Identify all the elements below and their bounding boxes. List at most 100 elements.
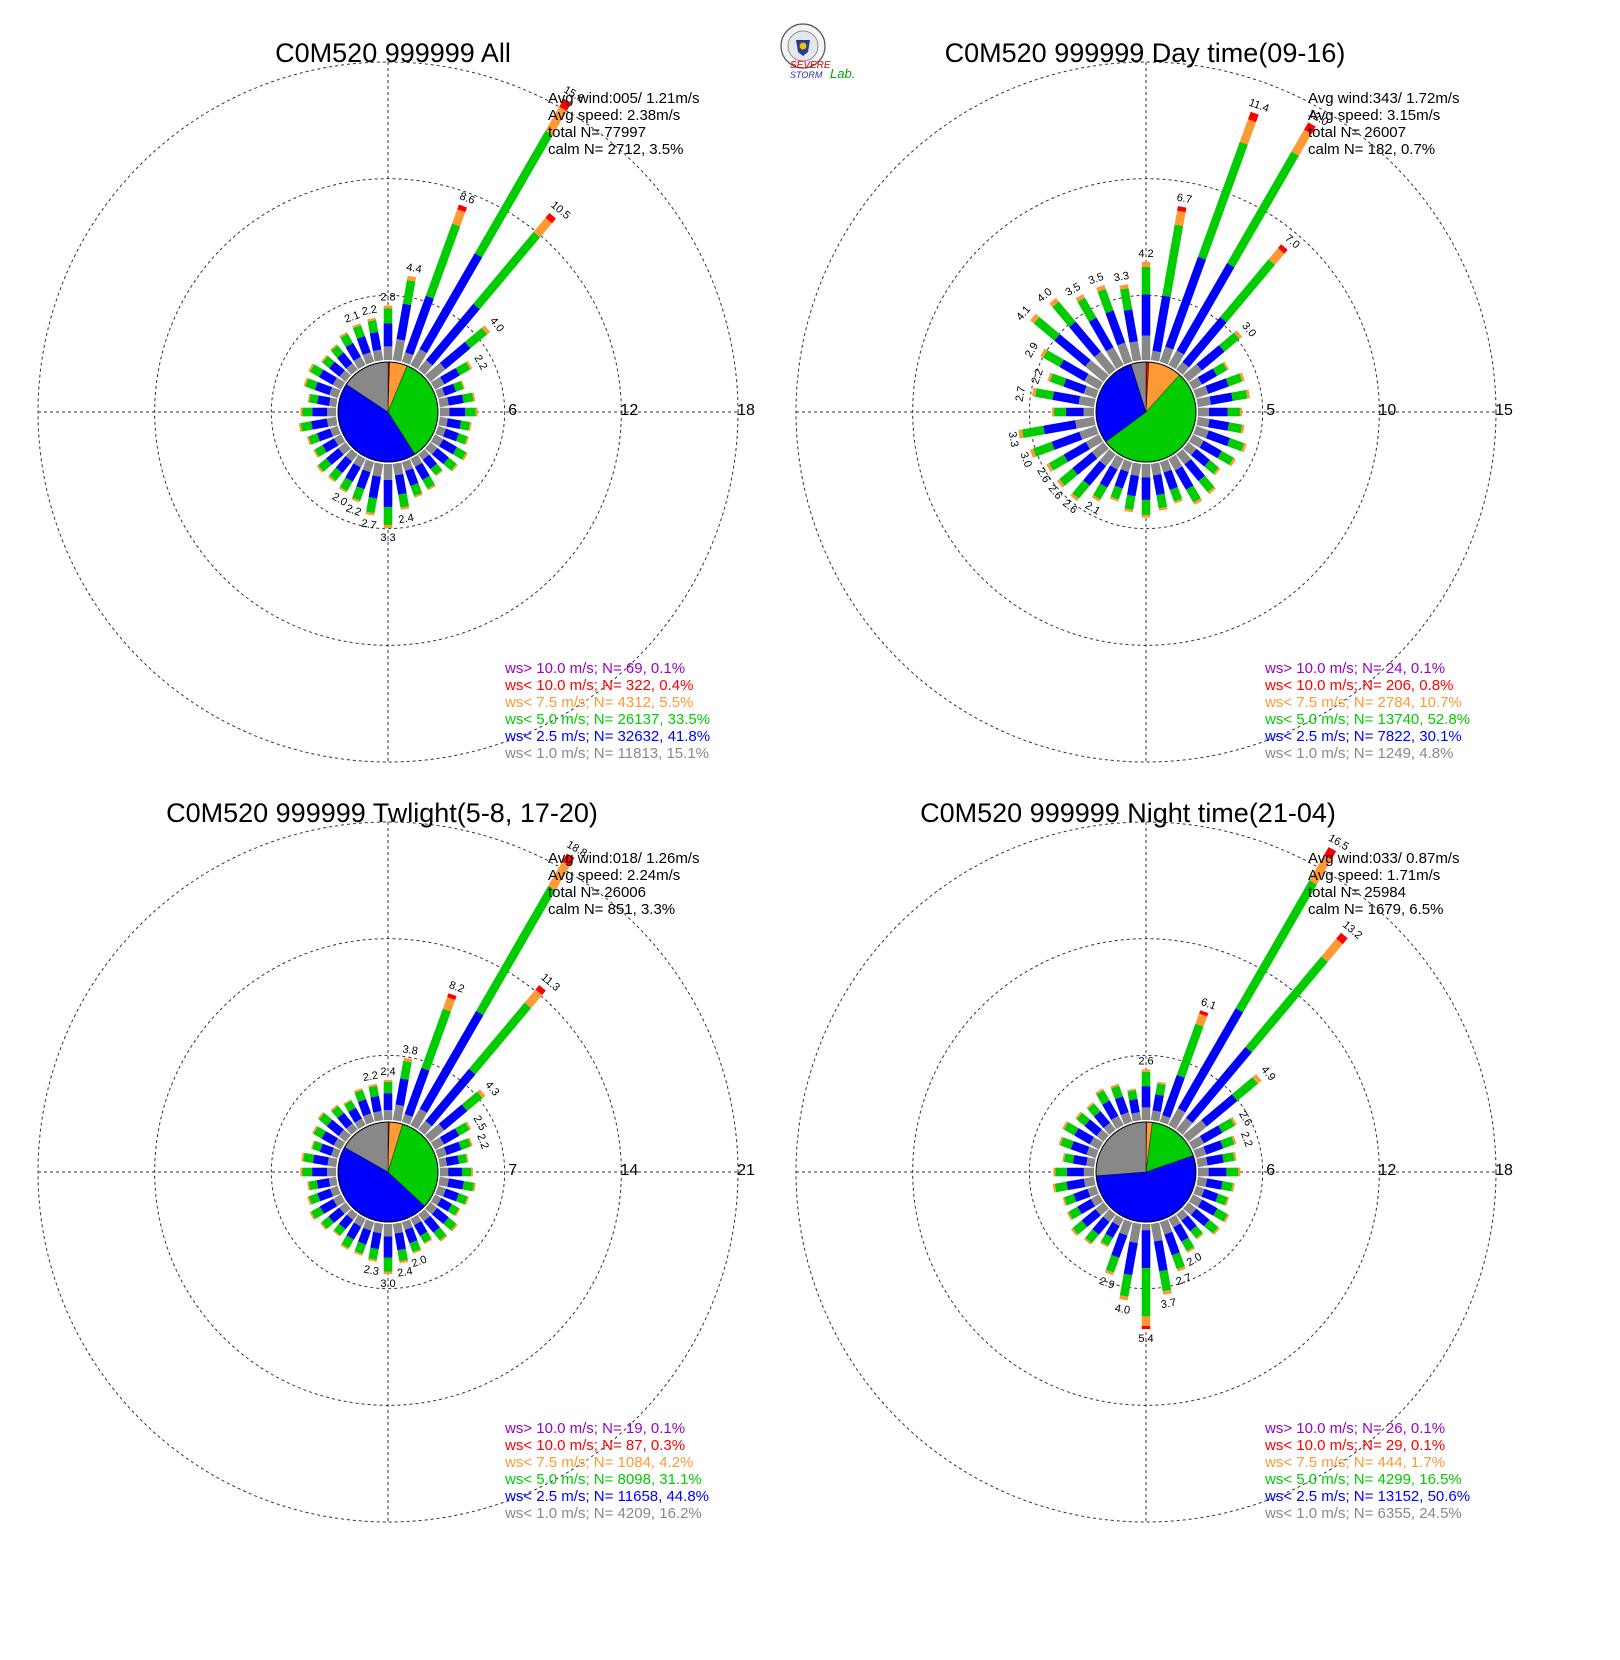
wind-bar-segment — [321, 1216, 334, 1229]
wind-bar-segment — [1150, 1110, 1161, 1122]
wind-bar-segment — [1225, 373, 1243, 387]
legend-entry: ws> 10.0 m/s; N= 19, 0.1% — [504, 1420, 685, 1437]
wind-bar-segment — [1176, 1266, 1186, 1272]
wind-bar-segment — [443, 457, 457, 471]
wind-bar-segment — [1141, 499, 1151, 515]
wind-bar-segment — [312, 407, 328, 417]
wind-bar-segment — [562, 853, 575, 866]
wind-bar-segment — [309, 393, 319, 404]
legend-entry: ws< 2.5 m/s; N= 7822, 30.1% — [1264, 728, 1462, 745]
wind-bar-segment — [405, 295, 434, 356]
wind-bar-segment — [354, 1251, 363, 1256]
wind-bar-segment — [337, 1112, 353, 1129]
wind-bar-segment — [1196, 345, 1225, 371]
wind-bar-segment — [1206, 1154, 1224, 1166]
wind-bar-segment — [1110, 485, 1123, 500]
wind-bar-segment — [1062, 1197, 1068, 1206]
wind-bar-segment — [440, 367, 461, 385]
wind-bar-segment — [1239, 119, 1257, 145]
wind-bar-segment — [401, 459, 414, 472]
wind-bar-segment — [1291, 129, 1312, 156]
wind-bar-segment — [1129, 1098, 1140, 1114]
wind-bar-segment — [353, 1088, 363, 1093]
wind-bar-segment — [1018, 429, 1024, 439]
wind-bar-segment — [1205, 430, 1231, 447]
wind-bar-segment — [548, 861, 570, 891]
wind-bar-segment — [421, 1008, 451, 1071]
wind-bar-segment — [430, 463, 443, 476]
wind-bar-segment — [423, 1215, 440, 1233]
wind-bar-segment — [452, 209, 466, 227]
wind-bar-segment — [1162, 1289, 1172, 1295]
wind-bar-segment — [1174, 466, 1194, 490]
wind-bar-segment — [1131, 1112, 1142, 1122]
wind-bar-segment — [1093, 1111, 1111, 1129]
wind-bar-segment — [443, 428, 459, 442]
wind-bar-segment — [1099, 465, 1118, 488]
wind-bar-segment — [326, 1119, 344, 1137]
info-line: total N= 26007 — [1308, 124, 1406, 141]
wind-bar-segment — [1159, 459, 1172, 473]
wind-bar-segment — [1169, 487, 1183, 502]
wind-bar-segment — [438, 1157, 448, 1168]
ring-label: 5 — [1266, 402, 1275, 419]
wind-bar-segment — [413, 1221, 428, 1236]
wind-bar-segment — [383, 524, 393, 529]
wind-bar-segment — [443, 1217, 457, 1231]
wind-bar-segment — [1076, 1112, 1091, 1126]
wind-bar-segment — [383, 480, 393, 507]
wind-bar-segment — [392, 1222, 404, 1234]
wind-bar-segment — [328, 1207, 345, 1223]
wind-bar-segment — [352, 325, 365, 339]
bar-value-label: 6.1 — [1199, 996, 1217, 1013]
range-ring — [1028, 1054, 1264, 1290]
wind-bar-segment — [1203, 1219, 1219, 1234]
wind-bar-segment — [425, 362, 446, 382]
wind-bar-segment — [1075, 416, 1096, 429]
wind-bar-segment — [354, 1241, 367, 1255]
wind-bar-segment — [464, 436, 470, 445]
wind-bar-segment — [392, 1104, 405, 1122]
wind-bar-segment — [446, 418, 462, 430]
wind-bar-segment — [403, 1057, 413, 1063]
wind-bar-segment — [414, 462, 430, 481]
wind-bar-segment — [1201, 1094, 1238, 1127]
wind-bar-segment — [319, 1198, 338, 1214]
info-line: Avg wind:033/ 0.87m/s — [1308, 850, 1459, 867]
wind-bar-segment — [1162, 1074, 1185, 1118]
wind-bar-segment — [1141, 1071, 1151, 1087]
wind-bar-segment — [1176, 1023, 1204, 1078]
wind-bar-segment — [1181, 1237, 1195, 1252]
wind-bar-segment — [329, 425, 341, 437]
wind-bar-segment — [373, 1222, 384, 1234]
wind-bar-segment — [440, 407, 450, 417]
wind-bar-segment — [1141, 1325, 1151, 1329]
wind-bar-segment — [457, 1153, 468, 1164]
wind-bar-segment — [338, 1214, 354, 1230]
wind-bar-segment — [356, 469, 371, 490]
wind-bar-segment — [321, 354, 328, 363]
wind-bar-segment — [1072, 451, 1098, 475]
wind-bar-segment — [307, 1196, 312, 1205]
legend-entry: ws< 5.0 m/s; N= 4299, 16.5% — [1264, 1471, 1462, 1488]
wind-bar-segment — [312, 1140, 323, 1152]
logo-word-lab: Lab. — [830, 66, 856, 81]
wind-bar-segment — [1083, 1237, 1092, 1245]
wind-bar-segment — [383, 1110, 393, 1120]
range-ring — [270, 1054, 506, 1290]
wind-bar-segment — [1049, 373, 1067, 387]
bar-value-label: 3.3 — [380, 532, 395, 544]
bar-value-label: 2.5 — [470, 1114, 488, 1133]
wind-bar-segment — [472, 1182, 476, 1192]
bar-value-label: 8.6 — [458, 190, 476, 207]
wind-bar-segment — [412, 1249, 422, 1254]
wind-bar-segment — [1222, 361, 1229, 371]
wind-bar-segment — [362, 352, 375, 365]
wind-bar-segment — [310, 1140, 316, 1149]
legend-entry: ws< 1.0 m/s; N= 6355, 24.5% — [1264, 1505, 1462, 1522]
wind-bar-segment — [1105, 1254, 1120, 1273]
legend-entry: ws< 10.0 m/s; N= 87, 0.3% — [504, 1437, 685, 1454]
wind-bar-segment — [423, 1238, 433, 1245]
wind-bar-segment — [1130, 462, 1142, 477]
wind-bar-segment — [430, 376, 445, 390]
